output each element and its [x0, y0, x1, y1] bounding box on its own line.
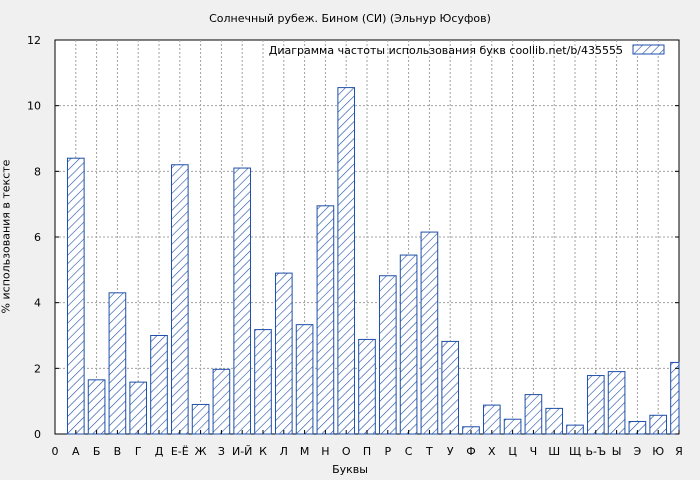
x-tick-label: Ж	[195, 445, 207, 458]
bar-Ь-Ъ	[586, 375, 605, 435]
bar-Н	[316, 205, 335, 435]
x-tick-label: Ь-Ъ	[585, 445, 606, 458]
x-tick-label: Т	[425, 445, 433, 458]
x-tick-label: П	[363, 445, 371, 458]
y-tick-label: 8	[34, 165, 41, 178]
x-tick-label: Х	[488, 445, 496, 458]
bar-Г	[129, 381, 148, 435]
bar-Л	[274, 272, 293, 435]
x-tick-label: З	[218, 445, 225, 458]
bar-Е-Ё	[170, 164, 189, 435]
bar-З	[212, 368, 231, 435]
x-tick-label: Н	[321, 445, 329, 458]
bar-Т	[420, 231, 439, 435]
bar-Б	[87, 379, 106, 435]
bar-У	[441, 340, 460, 435]
x-tick-label: О	[342, 445, 351, 458]
y-axis-label: % использования в тексте	[0, 159, 13, 314]
x-tick-label: А	[72, 445, 80, 458]
x-tick-label: М	[300, 445, 310, 458]
bar-П	[358, 338, 376, 435]
y-tick-label: 2	[34, 362, 41, 375]
bars	[66, 87, 680, 435]
x-tick-label: В	[114, 445, 122, 458]
x-ticks: 0 А Б В Г Д Е-Ё Ж З И-Й К Л М Н О П Р С Т У Ф Х Ц Ч Ш Щ Ь-Ъ Ы Э Ю Я	[52, 430, 683, 458]
x-tick-label: Ц	[508, 445, 517, 458]
x-axis-label: Буквы	[332, 463, 368, 476]
y-tick-label: 0	[34, 428, 41, 441]
x-tick-label: Ю	[652, 445, 664, 458]
x-tick-label: К	[259, 445, 267, 458]
x-tick-label: С	[405, 445, 413, 458]
x-tick-label: Д	[155, 445, 164, 458]
y-tick-label: 10	[27, 100, 41, 113]
bar-М	[295, 324, 314, 435]
chart-title: Солнечный рубеж. Бином (СИ) (Эльнур Юсуф…	[209, 12, 491, 25]
x-tick-label: И-Й	[232, 445, 252, 458]
bar-Ж	[191, 403, 210, 435]
bar-С	[399, 254, 418, 435]
legend-swatch	[632, 44, 665, 55]
x-tick-label: Л	[280, 445, 288, 458]
y-tick-label: 6	[34, 231, 41, 244]
x-tick-label: Ф	[466, 445, 475, 458]
x-tick-label: Е-Ё	[171, 445, 189, 458]
bar-О	[337, 87, 356, 435]
x-tick-label: Р	[384, 445, 391, 458]
x-tick-label: У	[447, 445, 454, 458]
bar-Р	[378, 275, 397, 435]
x-tick-label: Ы	[612, 445, 622, 458]
x-tick-label: Э	[634, 445, 642, 458]
y-tick-label: 4	[34, 297, 41, 310]
x-tick-label: Б	[93, 445, 101, 458]
bar-И-Й	[233, 167, 252, 435]
bar-Ч	[524, 394, 543, 435]
bar-Ы	[607, 371, 626, 435]
x-tick-label: Щ	[569, 445, 581, 458]
bar-Д	[150, 335, 168, 435]
y-ticks: 0 2 4 6 8 10 12	[27, 34, 679, 441]
bar-К	[254, 329, 272, 435]
x-tick-label: Г	[135, 445, 142, 458]
x-tick-label: Я	[675, 445, 683, 458]
bar-А	[66, 157, 85, 435]
x-tick-label: 0	[52, 445, 59, 458]
bar-Х	[482, 404, 501, 435]
bar-Я	[670, 361, 680, 435]
bar-В	[108, 292, 127, 435]
y-tick-label: 12	[27, 34, 41, 47]
x-tick-label: Ч	[530, 445, 538, 458]
x-tick-label: Ш	[548, 445, 560, 458]
legend-label: Диаграмма частоты использования букв coo…	[268, 44, 623, 57]
